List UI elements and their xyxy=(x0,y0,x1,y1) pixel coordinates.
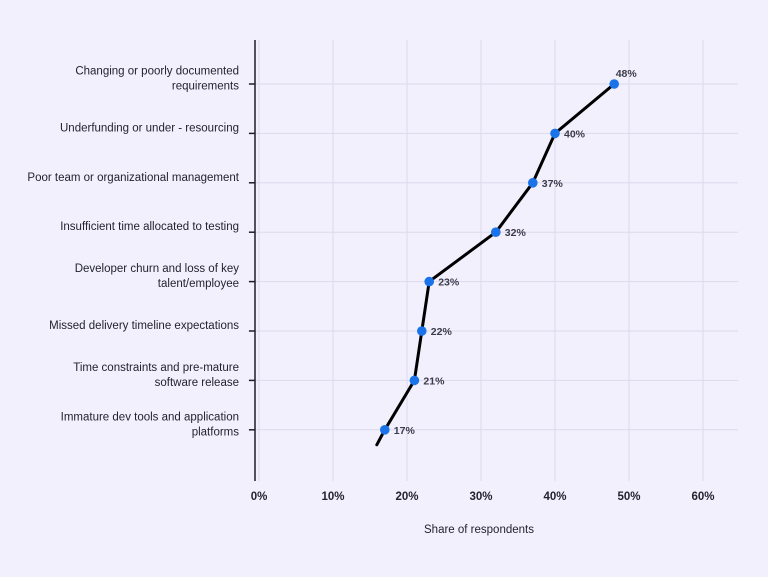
grid-layer xyxy=(248,40,738,481)
x-tick-label: 50% xyxy=(617,491,640,503)
data-label: 40% xyxy=(564,128,586,140)
data-label: 17% xyxy=(394,425,416,437)
y-tick-label-line: platforms xyxy=(192,426,240,438)
data-label: 32% xyxy=(505,227,527,239)
data-label: 21% xyxy=(423,375,445,387)
data-point xyxy=(609,79,619,89)
y-tick-label: Missed delivery timeline expectations xyxy=(49,320,239,332)
y-tick-label-line: Insufficient time allocated to testing xyxy=(60,221,239,233)
y-tick-label-line: software release xyxy=(155,377,239,389)
x-tick-label: 60% xyxy=(691,491,714,503)
x-tick-label: 30% xyxy=(469,491,492,503)
y-tick-label-line: Underfunding or under - resourcing xyxy=(60,122,239,134)
y-tick-label-line: Time constraints and pre-mature xyxy=(73,362,239,374)
y-tick-label-line: requirements xyxy=(172,81,239,93)
data-label: 48% xyxy=(616,68,638,80)
y-tick-label-line: Immature dev tools and application xyxy=(61,411,239,423)
data-label: 22% xyxy=(431,326,453,338)
y-tick-label-line: talent/employee xyxy=(158,278,239,290)
y-tick-label-line: Missed delivery timeline expectations xyxy=(49,320,239,332)
y-tick-label: Immature dev tools and application platfo… xyxy=(61,411,240,438)
y-tick-label-line: Developer churn and loss of key xyxy=(75,263,240,275)
x-tick-label: 20% xyxy=(395,491,418,503)
data-point xyxy=(528,178,538,188)
data-point xyxy=(491,227,501,237)
x-tick-label: 40% xyxy=(543,491,566,503)
y-tick-label-line: Poor team or organizational management xyxy=(27,172,239,184)
x-tick-label: 0% xyxy=(251,491,268,503)
data-point xyxy=(409,375,420,386)
y-tick-label: Underfunding or under - resourcing xyxy=(60,122,239,134)
label-layer: Changing or poorly documented requirement… xyxy=(27,66,714,504)
x-tick-label: 10% xyxy=(321,491,344,503)
y-tick-label-line: Changing or poorly documented xyxy=(75,66,239,78)
data-label: 37% xyxy=(542,178,564,190)
y-tick-label: Poor team or organizational management xyxy=(27,172,239,184)
y-tick-label: Changing or poorly documented requirement… xyxy=(75,66,239,93)
data-point xyxy=(424,276,435,287)
x-axis-title: Share of respondents xyxy=(424,524,534,536)
series-layer xyxy=(375,79,619,447)
y-tick-label: Developer churn and loss of key talent/em… xyxy=(75,263,240,290)
data-point xyxy=(380,425,390,435)
data-point xyxy=(550,128,560,139)
y-tick-label: Time constraints and pre-mature software … xyxy=(73,362,239,389)
data-point xyxy=(417,326,427,336)
axis-layer xyxy=(249,40,256,481)
y-tick-label: Insufficient time allocated to testing xyxy=(60,221,239,233)
data-label: 23% xyxy=(438,277,460,289)
